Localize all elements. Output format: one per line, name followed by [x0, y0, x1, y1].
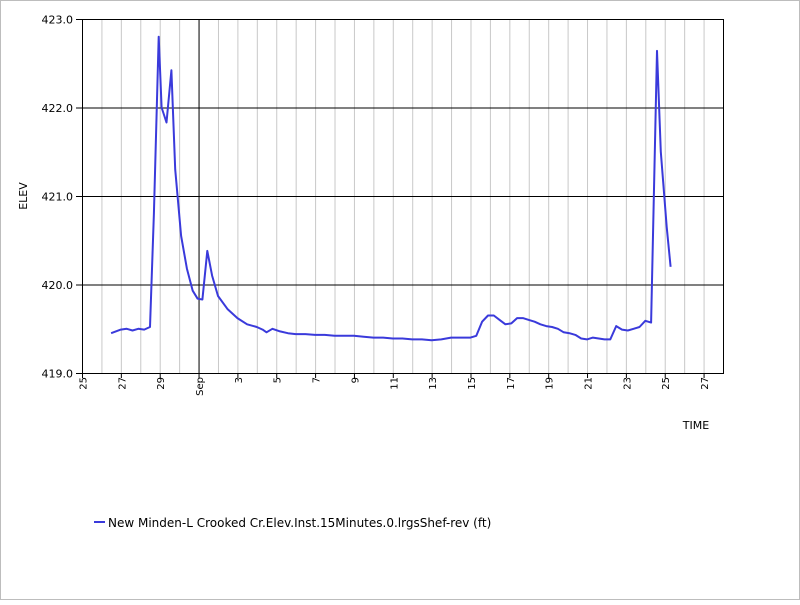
y-tick-label: 420.0	[42, 279, 74, 292]
y-axis-title: ELEV	[17, 182, 30, 210]
x-tick-label: 27	[700, 377, 711, 390]
grid-lines	[82, 19, 724, 374]
x-tick-label: 21	[584, 377, 595, 390]
y-tick-label: 419.0	[42, 368, 74, 381]
x-tick-label: 27	[117, 377, 128, 390]
x-tick-label: 3	[234, 377, 245, 383]
x-tick-label: 13	[428, 377, 439, 390]
x-tick-label: 29	[156, 377, 167, 390]
x-tick-label: 25	[79, 377, 90, 390]
tick-labels: 419.0 420.0 421.0 422.0 423.0 25 27 29 Sep 3 5 7 9 11…	[42, 14, 712, 396]
x-tick-label: 15	[467, 377, 478, 390]
y-tick-label: 421.0	[42, 191, 74, 204]
legend-label: New Minden-L Crooked Cr.Elev.Inst.15Minu…	[108, 516, 491, 530]
x-tick-label: 17	[506, 377, 517, 390]
y-tick-label: 423.0	[42, 14, 74, 27]
x-tick-label: 19	[545, 377, 556, 390]
x-tick-label: 11	[389, 377, 400, 390]
axes	[76, 19, 724, 378]
plot-border	[82, 19, 724, 374]
x-tick-label: 5	[273, 377, 284, 383]
legend: New Minden-L Crooked Cr.Elev.Inst.15Minu…	[94, 516, 491, 530]
x-tick-label: 23	[622, 377, 633, 390]
plot-series	[110, 35, 672, 342]
x-tick-label: 25	[661, 377, 672, 390]
y-tick-label: 422.0	[42, 102, 74, 115]
x-tick-label: Sep	[195, 377, 206, 396]
x-tick-label: 9	[350, 377, 361, 383]
series-line	[110, 35, 672, 342]
x-axis-title: TIME	[682, 419, 709, 432]
x-tick-label: 7	[312, 377, 323, 383]
